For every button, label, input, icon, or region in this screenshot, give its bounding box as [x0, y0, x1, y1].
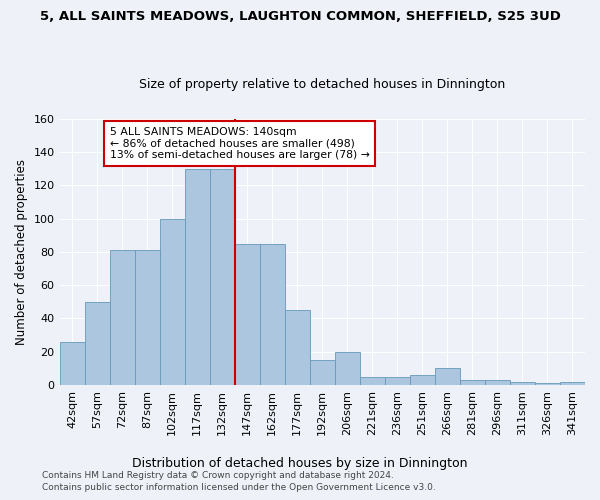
- Bar: [435, 368, 460, 385]
- Bar: [110, 250, 134, 385]
- Text: 5 ALL SAINTS MEADOWS: 140sqm
← 86% of detached houses are smaller (498)
13% of s: 5 ALL SAINTS MEADOWS: 140sqm ← 86% of de…: [110, 127, 370, 160]
- Bar: [160, 218, 185, 385]
- Title: Size of property relative to detached houses in Dinnington: Size of property relative to detached ho…: [139, 78, 505, 91]
- Text: Contains public sector information licensed under the Open Government Licence v3: Contains public sector information licen…: [42, 484, 436, 492]
- Text: 5, ALL SAINTS MEADOWS, LAUGHTON COMMON, SHEFFIELD, S25 3UD: 5, ALL SAINTS MEADOWS, LAUGHTON COMMON, …: [40, 10, 560, 23]
- Bar: [260, 244, 285, 385]
- Bar: [460, 380, 485, 385]
- Bar: [59, 342, 85, 385]
- Bar: [510, 382, 535, 385]
- Bar: [560, 382, 585, 385]
- Bar: [410, 375, 435, 385]
- Bar: [185, 168, 209, 385]
- Text: Contains HM Land Registry data © Crown copyright and database right 2024.: Contains HM Land Registry data © Crown c…: [42, 471, 394, 480]
- Bar: [134, 250, 160, 385]
- Bar: [235, 244, 260, 385]
- Bar: [310, 360, 335, 385]
- Bar: [360, 377, 385, 385]
- Bar: [285, 310, 310, 385]
- Bar: [335, 352, 360, 385]
- Bar: [535, 384, 560, 385]
- Bar: [485, 380, 510, 385]
- Y-axis label: Number of detached properties: Number of detached properties: [15, 159, 28, 345]
- Bar: [385, 377, 410, 385]
- Bar: [85, 302, 110, 385]
- Bar: [209, 168, 235, 385]
- Text: Distribution of detached houses by size in Dinnington: Distribution of detached houses by size …: [132, 458, 468, 470]
